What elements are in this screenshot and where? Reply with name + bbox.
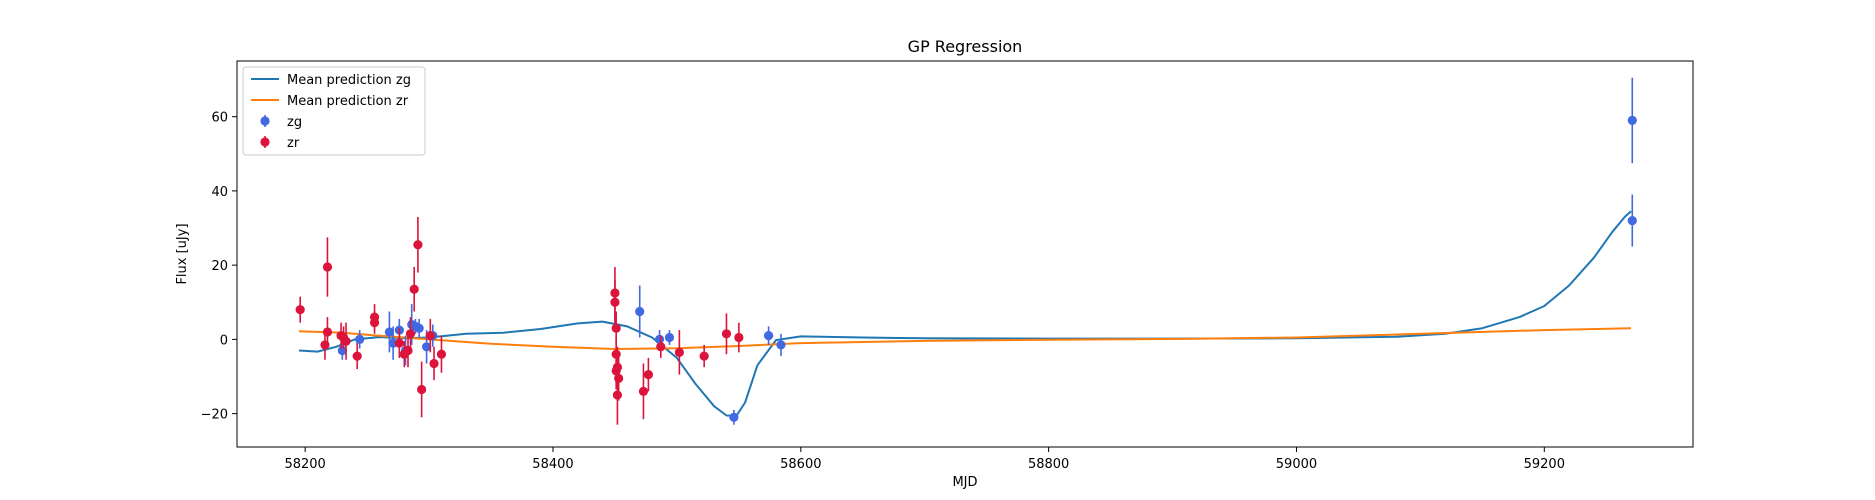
legend-label-zr: zr (287, 136, 300, 151)
data-point-zr (436, 349, 447, 359)
legend-label-mean-prediction-zg: Mean prediction zg (287, 73, 411, 88)
data-point-zg (729, 412, 739, 422)
data-point-zr (610, 297, 620, 307)
data-point-zr (322, 262, 333, 272)
data-point-zr (674, 347, 684, 357)
data-point-zg (421, 342, 432, 352)
data-point-zr (656, 342, 666, 352)
plot-area-frame (236, 60, 1694, 448)
x-tick-label: 58200 (284, 457, 325, 472)
data-point-zr (612, 390, 623, 400)
data-point-zg (763, 331, 774, 341)
data-point-zr (638, 386, 649, 396)
data-point-zr (643, 370, 653, 380)
data-point-zr (369, 318, 380, 328)
x-axis-label: MJD (952, 475, 977, 490)
data-point-zr (699, 351, 709, 361)
y-tick-label: 20 (211, 259, 228, 274)
legend-box (242, 66, 426, 156)
data-point-zg (384, 327, 395, 337)
data-point-zr (612, 362, 623, 372)
x-tick-label: 58600 (780, 457, 821, 472)
legend-marker-zr (260, 137, 270, 147)
data-point-zg (337, 345, 347, 356)
data-point-zg (776, 340, 786, 350)
y-tick-label: 40 (211, 185, 228, 200)
data-point-zr (322, 327, 333, 337)
x-axis-ticks: 58200 58400 58600 58800 59000 59200 (284, 447, 1565, 472)
x-tick-label: 59000 (1276, 457, 1317, 472)
series-zg (337, 77, 1637, 425)
data-point-zr (405, 329, 416, 339)
legend: Mean prediction zg Mean prediction zr zg zr (242, 66, 426, 156)
y-axis-ticks: −20 0 20 40 60 (201, 111, 237, 423)
y-tick-label: −20 (201, 408, 228, 423)
data-point-zg (414, 323, 424, 333)
data-point-zr (611, 323, 621, 333)
x-tick-label: 58400 (532, 457, 573, 472)
plot-area (295, 77, 1637, 425)
data-point-zr (394, 338, 404, 348)
data-point-zg (355, 334, 365, 344)
data-point-zr (341, 336, 351, 346)
legend-marker-zg (260, 116, 270, 126)
x-tick-label: 58800 (1028, 457, 1069, 472)
y-tick-label: 0 (220, 333, 228, 348)
data-point-zg (1627, 215, 1637, 226)
data-point-zg (654, 334, 665, 344)
legend-label-mean-prediction-zr: Mean prediction zr (287, 94, 409, 109)
x-tick-label: 59200 (1524, 457, 1565, 472)
y-axis-label: Flux [uJy] (175, 223, 190, 284)
legend-label-zg: zg (287, 115, 302, 130)
data-point-zr (429, 358, 439, 369)
data-point-zr (417, 384, 427, 395)
chart-title: GP Regression (908, 37, 1023, 56)
data-point-zr (413, 240, 423, 250)
data-point-zr (409, 284, 419, 294)
y-tick-label: 60 (211, 111, 228, 126)
series-line-mean-prediction-zg (298, 210, 1632, 417)
data-point-zr (295, 305, 305, 315)
data-point-zr (425, 331, 435, 341)
data-point-zg (1627, 115, 1637, 125)
data-point-zr (352, 351, 362, 361)
data-point-zg (635, 306, 645, 317)
data-point-zr (614, 373, 624, 383)
data-point-zg (664, 332, 675, 343)
series-zr (295, 216, 744, 425)
data-point-zr (721, 329, 732, 339)
data-point-zr (734, 332, 744, 343)
